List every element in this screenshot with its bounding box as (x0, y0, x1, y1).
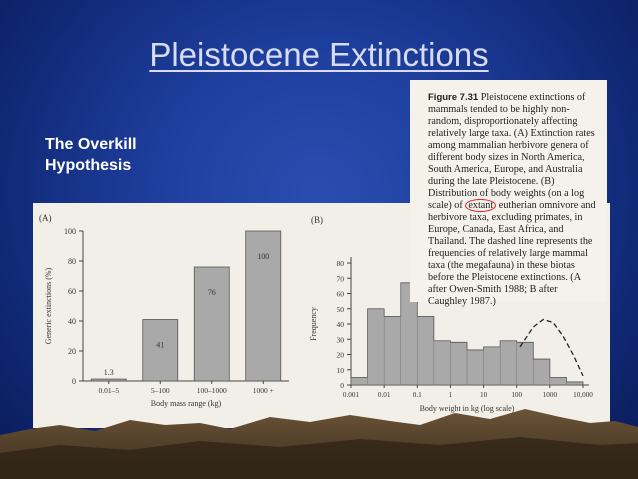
panel-a-x-tick-label: 5–100 (151, 386, 170, 395)
panel-b-x-axis-label: Body weight in kg (log scale) (420, 404, 515, 413)
panel-b-x-tick-label: 0.01 (378, 391, 391, 399)
panel-b-y-tick-label: 40 (337, 320, 345, 329)
panel-b-megafauna-dashed-line (519, 318, 584, 377)
panel-a-bar (245, 230, 282, 382)
panel-b-x-tick-label: 100 (511, 391, 522, 399)
panel-a-y-axis-label: Generic extinctions (%) (44, 267, 53, 344)
panel-b-x-tick-label: 10 (480, 391, 488, 399)
panel-b-y-tick-label: 50 (337, 305, 345, 314)
panel-a-data-label: 1.3 (104, 368, 114, 377)
figure-caption: Figure 7.31 Pleistocene extinctions of m… (410, 80, 607, 307)
slide-subtitle: The Overkill Hypothesis (45, 136, 137, 174)
panel-a-x-tick-label: 1000 + (253, 386, 274, 395)
caption-text-b: eutherian omnivore and herbivore taxa, e… (428, 200, 596, 307)
mountain-silhouette (0, 409, 638, 479)
caption-text-a: Pleistocene extinctions of mammals tende… (428, 92, 595, 211)
panel-a-x-tick-label: 100–1000 (197, 386, 227, 395)
panel-a-y-tick-label: 40 (68, 317, 76, 326)
panel-b-y-tick-label: 30 (337, 335, 345, 344)
panel-a-y-tick-label: 20 (68, 347, 76, 356)
panel-b-x-tick-label: 1 (449, 391, 453, 399)
panel-a-bar (193, 266, 230, 382)
panel-b-y-tick-label: 10 (337, 366, 345, 375)
panel-a-x-axis-label: Body mass range (kg) (151, 399, 222, 408)
panel-a-data-label: 41 (156, 341, 164, 350)
panel-a-y-tick-label: 80 (68, 257, 76, 266)
panel-a-label: (A) (39, 213, 52, 223)
panel-a-data-label: 76 (208, 288, 216, 297)
panel-a-x-tick-label: 0.01–5 (98, 386, 119, 395)
panel-a-y-tick-label: 0 (72, 377, 76, 386)
panel-b-y-tick-label: 80 (337, 259, 345, 268)
panel-a-y-tick-label: 60 (68, 287, 76, 296)
panel-a-data-label: 100 (257, 252, 269, 261)
panel-b-y-tick-label: 70 (337, 274, 345, 283)
panel-b-x-tick-label: 0.1 (413, 391, 422, 399)
panel-b-label: (B) (311, 215, 323, 225)
panel-b-y-tick-label: 0 (340, 381, 344, 390)
panel-a-bar (90, 378, 127, 382)
caption-figure-label: Figure 7.31 (428, 92, 479, 103)
panel-a-y-tick-label: 100 (64, 227, 76, 236)
panel-b-x-tick-label: 10,000 (573, 391, 593, 399)
panel-b-y-tick-label: 20 (337, 351, 345, 360)
panel-a-bar (142, 319, 179, 382)
panel-b-y-axis-label: Frequency (309, 307, 318, 341)
panel-b-y-tick-label: 60 (337, 290, 345, 299)
caption-circled-word: extant (465, 199, 497, 212)
panel-b-x-tick-label: 1000 (543, 391, 558, 399)
slide-title: Pleistocene Extinctions (149, 36, 489, 73)
panel-b-x-tick-label: 0.001 (343, 391, 360, 399)
